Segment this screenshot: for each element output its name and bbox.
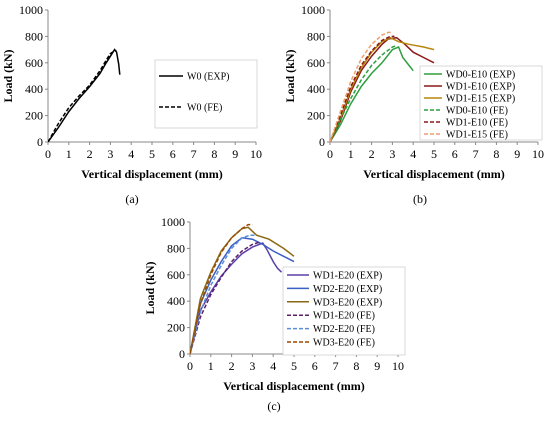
series-line-1 xyxy=(330,46,414,142)
legend-box xyxy=(282,266,406,356)
series-line-5 xyxy=(330,35,395,142)
legend-box xyxy=(154,59,258,129)
legend-label: WD1-E20 (FE) xyxy=(313,311,375,322)
y-tick-label: 200 xyxy=(167,321,185,335)
y-tick-label: 400 xyxy=(307,82,325,96)
legend-label: WD3-E20 (FE) xyxy=(313,338,375,349)
x-tick-label: 8 xyxy=(211,147,217,161)
series-line-3 xyxy=(330,36,435,142)
x-tick-label: 9 xyxy=(232,147,238,161)
y-tick-label: 1000 xyxy=(301,3,325,17)
x-tick-label: 1 xyxy=(66,147,72,161)
x-tick-label: 5 xyxy=(291,359,297,373)
x-tick-label: 8 xyxy=(493,147,499,161)
x-tick-label: 10 xyxy=(392,359,404,373)
x-tick-label: 3 xyxy=(249,359,255,373)
y-tick-label: 600 xyxy=(167,268,185,282)
x-tick-label: 6 xyxy=(312,359,318,373)
x-tick-label: 0 xyxy=(187,359,193,373)
x-tick-label: 5 xyxy=(431,147,437,161)
y-tick-label: 800 xyxy=(167,241,185,255)
series-line-2 xyxy=(48,50,117,142)
series-line-4 xyxy=(190,241,261,354)
x-tick-label: 9 xyxy=(374,359,380,373)
y-axis-label: Load (kN) xyxy=(1,49,15,102)
legend: WD0-E10 (EXP)WD1-E10 (EXP)WD1-E15 (EXP)W… xyxy=(419,65,543,141)
x-axis-label: Vertical displacement (mm) xyxy=(81,167,223,181)
panel-label: (c) xyxy=(267,399,280,413)
x-tick-label: 7 xyxy=(333,359,339,373)
x-tick-label: 7 xyxy=(473,147,479,161)
series-line-5 xyxy=(190,234,255,354)
series-line-1 xyxy=(190,242,283,354)
x-tick-label: 4 xyxy=(410,147,416,161)
legend: WD1-E20 (EXP) WD2-E20 (EXP) WD3-E20 (EXP) W… xyxy=(282,266,406,356)
y-tick-label: 200 xyxy=(307,109,325,123)
legend-label: WD1-E10 (EXP) xyxy=(446,82,515,93)
legend-label: W0 (EXP) xyxy=(187,72,230,83)
x-tick-label: 3 xyxy=(107,147,113,161)
series-line-4 xyxy=(330,44,397,142)
y-tick-label: 1000 xyxy=(19,3,43,17)
x-tick-label: 1 xyxy=(348,147,354,161)
x-tick-label: 4 xyxy=(128,147,134,161)
panel-label: (b) xyxy=(413,192,427,206)
legend-label: WD1-E15 (EXP) xyxy=(446,94,515,105)
y-tick-label: 400 xyxy=(167,294,185,308)
legend-label: WD3-E20 (EXP) xyxy=(313,297,382,308)
x-tick-label: 5 xyxy=(149,147,155,161)
series-line-6 xyxy=(190,223,253,354)
x-tick-label: 10 xyxy=(532,147,544,161)
y-tick-label: 400 xyxy=(25,82,43,96)
legend: W0 (EXP) W0 (FE) xyxy=(154,59,258,129)
x-tick-label: 6 xyxy=(170,147,176,161)
legend-label: WD1-E20 (EXP) xyxy=(313,271,382,282)
x-tick-label: 2 xyxy=(87,147,93,161)
x-tick-label: 10 xyxy=(250,147,262,161)
legend-label: WD2-E20 (EXP) xyxy=(313,284,382,295)
series-line-1 xyxy=(48,48,121,142)
legend-label: WD1-E15 (FE) xyxy=(446,130,508,141)
y-axis-label: Load (kN) xyxy=(283,49,297,102)
y-tick-label: 800 xyxy=(307,29,325,43)
y-tick-label: 0 xyxy=(179,347,185,361)
x-tick-label: 2 xyxy=(369,147,375,161)
series-line-2 xyxy=(190,237,295,354)
panel-label: (a) xyxy=(125,192,138,206)
x-tick-label: 6 xyxy=(452,147,458,161)
y-tick-label: 0 xyxy=(37,135,43,149)
legend-label: WD2-E20 (FE) xyxy=(313,324,375,335)
series-line-6 xyxy=(330,31,393,142)
x-tick-label: 3 xyxy=(389,147,395,161)
x-tick-label: 8 xyxy=(353,359,359,373)
legend-label: WD0-E10 (FE) xyxy=(446,106,508,117)
legend-label: W0 (FE) xyxy=(187,103,222,114)
legend-label: WD0-E10 (EXP) xyxy=(446,70,515,81)
x-tick-label: 7 xyxy=(191,147,197,161)
y-axis-label: Load (kN) xyxy=(143,261,157,314)
legend-label: WD1-E10 (FE) xyxy=(446,118,508,129)
y-tick-label: 200 xyxy=(25,109,43,123)
x-axis-label: Vertical displacement (mm) xyxy=(363,167,505,181)
y-tick-label: 600 xyxy=(307,56,325,70)
x-axis-label: Vertical displacement (mm) xyxy=(223,379,365,393)
legend-box xyxy=(419,65,543,141)
x-tick-label: 2 xyxy=(229,359,235,373)
y-tick-label: 0 xyxy=(319,135,325,149)
x-tick-label: 9 xyxy=(514,147,520,161)
x-tick-label: 4 xyxy=(270,359,276,373)
series-line-2 xyxy=(330,36,435,142)
y-tick-label: 800 xyxy=(25,29,43,43)
y-tick-label: 600 xyxy=(25,56,43,70)
y-tick-label: 1000 xyxy=(161,215,185,229)
x-tick-label: 0 xyxy=(327,147,333,161)
x-tick-label: 0 xyxy=(45,147,51,161)
x-tick-label: 1 xyxy=(208,359,214,373)
